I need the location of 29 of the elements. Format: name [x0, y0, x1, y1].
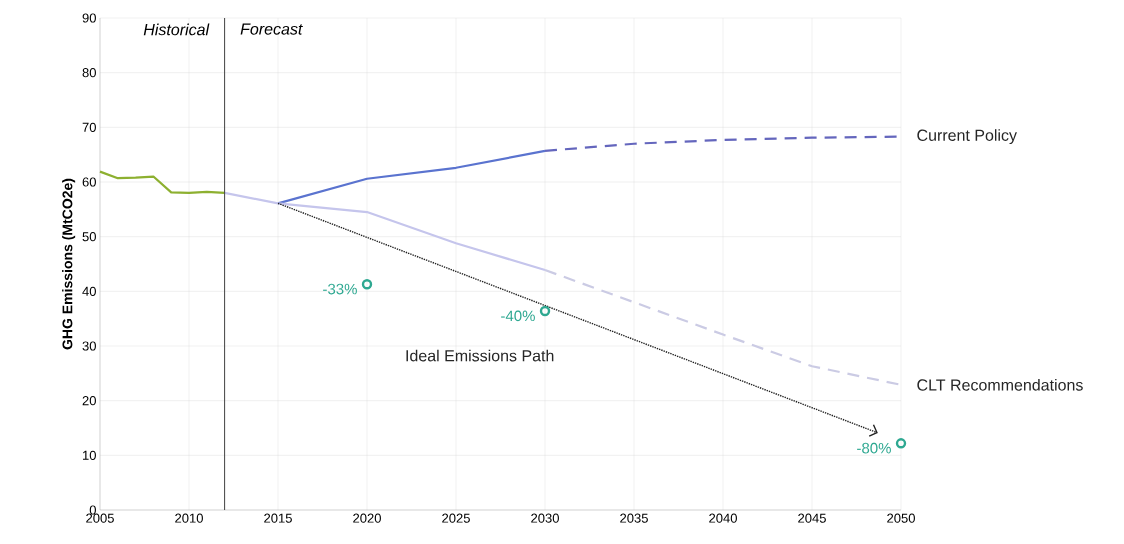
y-tick-label: 80 — [82, 68, 96, 78]
y-tick-label: 60 — [82, 177, 96, 187]
x-tick-label: 2030 — [531, 513, 559, 523]
y-tick-label: 50 — [82, 232, 96, 242]
text: Ideal Emissions Path — [406, 349, 554, 362]
x-tick-label: 2015 — [264, 513, 292, 523]
y-tick-label: 90 — [82, 13, 96, 23]
y-tick-label: 20 — [82, 396, 96, 406]
x-tick-label: 2005 — [86, 513, 114, 523]
annotation: Historical — [143, 23, 210, 36]
y-axis-title: GHG Emissions (MtCO2e) — [62, 178, 76, 350]
x-tick-label: 2040 — [709, 513, 737, 523]
series-label: CLT Recommendations — [917, 378, 1083, 391]
x-tick-label: 2020 — [353, 513, 381, 523]
annotation: -40% — [501, 310, 535, 322]
y-tick-label: 0 — [89, 505, 96, 515]
x-tick-label: 2035 — [620, 513, 648, 523]
annotation: Forecast — [240, 23, 303, 35]
series-label: Current Policy — [917, 129, 1017, 145]
x-tick-label: 2010 — [175, 513, 203, 523]
y-tick-label: 30 — [82, 341, 96, 351]
y-tick-label: 10 — [83, 450, 96, 460]
annotation: -33% — [323, 283, 357, 295]
y-tick-label: 70 — [82, 122, 96, 132]
y-tick-label: 40 — [82, 286, 96, 296]
x-tick-label: 2050 — [887, 513, 915, 523]
annotation: -80% — [857, 442, 891, 454]
x-tick-label: 2025 — [442, 513, 470, 523]
x-tick-label: 2045 — [798, 513, 826, 523]
